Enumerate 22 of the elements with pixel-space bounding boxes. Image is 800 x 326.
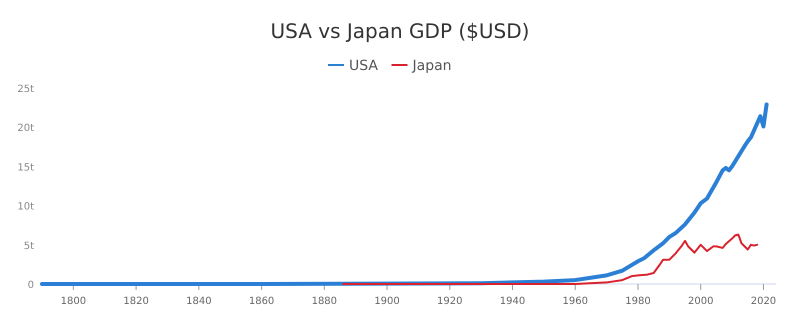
y-tick-label: 0 — [28, 280, 34, 291]
x-tick-label: 1880 — [312, 296, 338, 307]
x-tick-label: 1820 — [123, 296, 149, 307]
chart-title: USA vs Japan GDP ($USD) — [270, 19, 530, 43]
x-tick-label: 1800 — [60, 296, 86, 307]
x-tick-label: 2000 — [688, 296, 714, 307]
x-tick-label: 1860 — [248, 296, 274, 307]
y-tick-label: 5t — [24, 240, 34, 252]
y-tick-label: 10t — [17, 202, 34, 213]
x-tick-label: 1960 — [562, 296, 588, 307]
line-series — [342, 234, 758, 285]
x-tick-label: 1840 — [186, 296, 212, 307]
x-tick-label: 2020 — [750, 296, 776, 307]
x-tick-label: 1920 — [437, 296, 463, 307]
x-tick-label: 1980 — [625, 296, 651, 307]
y-tick-label: 15t — [17, 162, 34, 174]
y-tick-label: 20t — [17, 123, 34, 134]
legend-label: Japan — [412, 58, 452, 74]
x-tick-label: 1900 — [374, 296, 400, 307]
x-tick-label: 1940 — [500, 296, 526, 307]
y-tick-label: 25t — [17, 84, 34, 95]
legend-label: USA — [349, 58, 378, 74]
